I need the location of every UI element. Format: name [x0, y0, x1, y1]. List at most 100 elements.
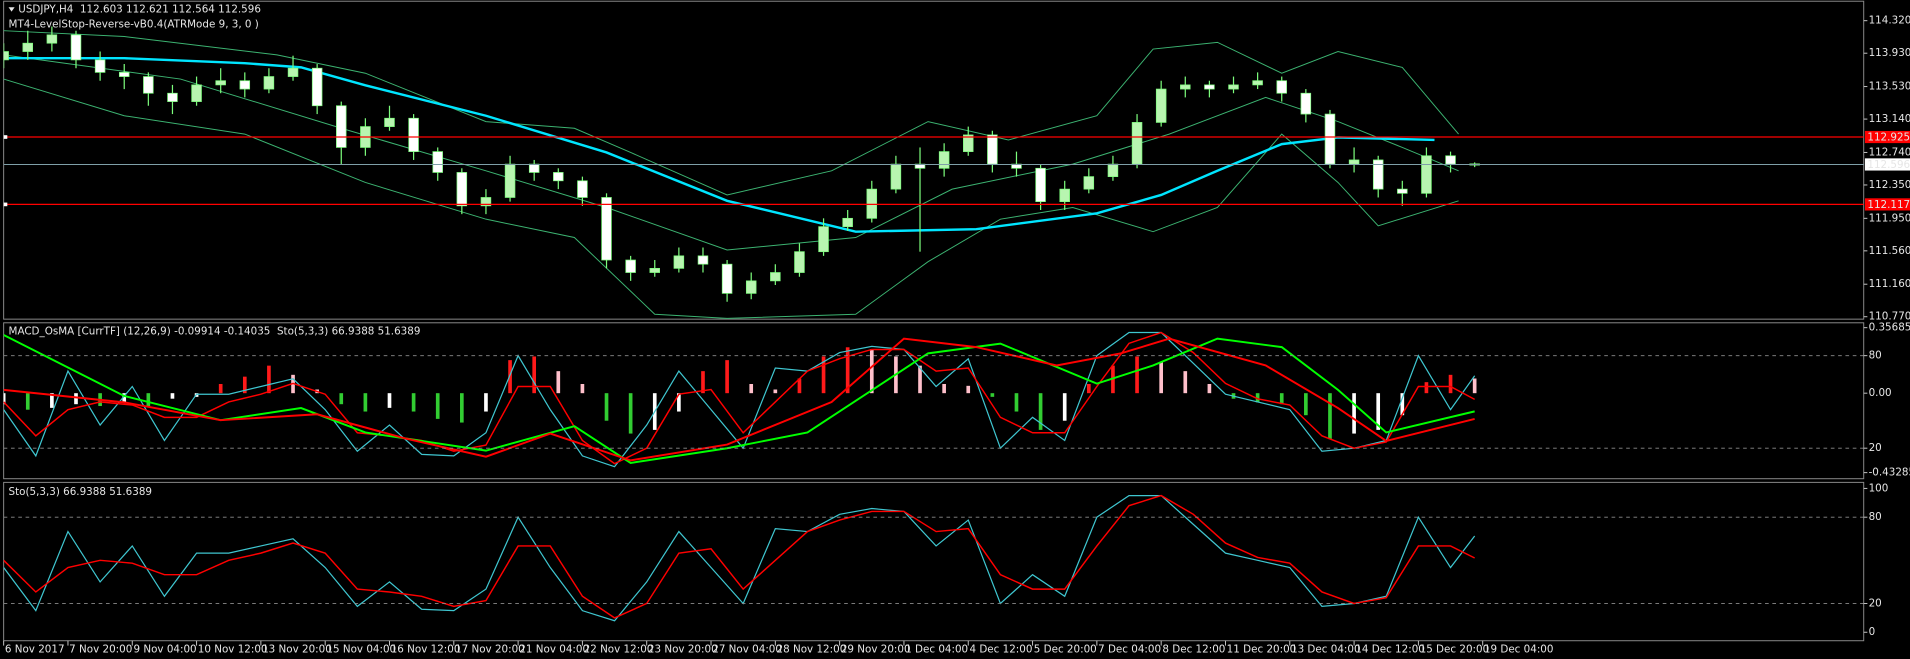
- histogram-bar: [267, 365, 271, 394]
- y2-tick-label: 20: [1869, 442, 1882, 454]
- histogram-bar: [1376, 393, 1381, 430]
- current-price-label: 112.596: [1867, 159, 1910, 171]
- histogram-bar: [1062, 393, 1067, 421]
- candle-body: [1445, 155, 1456, 165]
- candle-body: [842, 217, 853, 228]
- stochastic-pane-frame: [3, 481, 1865, 642]
- y-tick-label: 111.560: [1869, 245, 1910, 257]
- candle-body: [504, 163, 516, 198]
- candle-body: [770, 272, 781, 282]
- histogram-bar: [387, 393, 392, 408]
- symbol-title: USDJPY,H4 112.603 112.621 112.564 112.59…: [18, 4, 261, 16]
- candle-body: [625, 259, 636, 273]
- histogram-bar: [50, 393, 54, 408]
- candle-body: [866, 188, 878, 219]
- histogram-bar: [460, 393, 464, 423]
- y-tick-label: 112.350: [1869, 179, 1910, 191]
- histogram-bar: [1183, 371, 1188, 394]
- x-tick-label: 13 Nov 20:00: [262, 643, 332, 655]
- symbol-menu-icon[interactable]: [8, 7, 15, 12]
- candle-body: [336, 105, 347, 148]
- histogram-bar: [484, 393, 488, 412]
- candle-body: [577, 180, 588, 198]
- candle-body: [287, 67, 299, 77]
- candle-body: [22, 42, 34, 52]
- y-tick-label: 114.320: [1869, 15, 1910, 27]
- candle-body: [673, 255, 685, 269]
- macd-line: [3, 337, 1475, 462]
- histogram-bar: [218, 384, 223, 394]
- stochastic-overlay-line: [3, 331, 1476, 465]
- y-tick-label: 80: [1869, 511, 1882, 523]
- histogram-bar: [749, 384, 754, 394]
- x-tick-label: 27 Nov 04:00: [712, 643, 782, 655]
- pane-plot: [3, 331, 1477, 468]
- histogram-bar: [1448, 374, 1453, 394]
- y-tick-label: -0.43285: [1869, 467, 1910, 479]
- y-tick-label: 111.950: [1869, 212, 1910, 224]
- candle-body: [1204, 84, 1215, 90]
- y-tick-label: 112.740: [1869, 146, 1910, 158]
- candle-body: [528, 163, 540, 173]
- histogram-bar: [1424, 382, 1429, 394]
- candle-body: [432, 151, 443, 173]
- candle-body: [963, 134, 974, 152]
- histogram-bar: [363, 393, 368, 412]
- histogram-bar: [797, 378, 802, 394]
- candle-body: [1421, 155, 1432, 194]
- histogram-bar: [628, 393, 633, 434]
- level-label: 112.117: [1867, 199, 1910, 211]
- candle-body: [239, 80, 251, 90]
- x-tick-label: 5 Dec 20:00: [1034, 643, 1097, 655]
- y-tick-label: 20: [1869, 597, 1882, 609]
- stochastic-title: Sto(5,3,3) 66.9388 51.6389: [9, 486, 152, 498]
- stochastic-line: [3, 494, 1475, 619]
- histogram-bar: [1328, 393, 1332, 440]
- x-tick-label: 19 Dec 04:00: [1484, 643, 1554, 655]
- y-tick-label: 0.35685: [1869, 322, 1910, 334]
- x-tick-label: 11 Dec 20:00: [1227, 643, 1297, 655]
- x-tick-label: 17 Nov 20:00: [455, 643, 525, 655]
- candle-body: [1107, 163, 1119, 177]
- main-pane-frame: [3, 0, 1865, 320]
- x-tick-label: 10 Nov 12:00: [198, 643, 268, 655]
- histogram-bar: [580, 384, 585, 394]
- x-tick-label: 15 Dec 20:00: [1420, 643, 1490, 655]
- candle-body: [1180, 84, 1191, 90]
- candle-body: [215, 80, 226, 86]
- candle-body: [1059, 188, 1070, 203]
- candle-body: [1324, 113, 1336, 165]
- histogram-bar: [942, 384, 946, 394]
- histogram-bar: [677, 393, 681, 412]
- histogram-bar: [1014, 393, 1019, 412]
- plot-layers: [3, 26, 1864, 622]
- candle-body: [721, 263, 733, 294]
- candle-body: [456, 172, 468, 207]
- candle-body: [384, 117, 395, 127]
- candle-body: [94, 59, 106, 73]
- histogram-bar: [339, 393, 344, 405]
- x-tick-label: 23 Nov 20:00: [648, 643, 718, 655]
- candle-body: [311, 67, 323, 107]
- histogram-bar: [990, 393, 995, 397]
- x-tick-label: 8 Dec 12:00: [1162, 643, 1225, 655]
- candle-body: [745, 280, 757, 294]
- current-price-box: [1864, 158, 1910, 171]
- candle-body: [1155, 88, 1167, 123]
- x-tick-label: 22 Nov 12:00: [584, 643, 654, 655]
- candle-body: [818, 226, 829, 253]
- x-tick-label: 14 Dec 12:00: [1355, 643, 1425, 655]
- candle-body: [480, 197, 492, 207]
- x-tick-label: 4 Dec 12:00: [969, 643, 1032, 655]
- candle-body: [1276, 80, 1287, 94]
- histogram-bar: [773, 389, 778, 394]
- histogram-bar: [869, 349, 874, 394]
- histogram-bar: [25, 393, 30, 410]
- candle-body: [70, 34, 82, 61]
- level-label: 112.925: [1867, 132, 1910, 144]
- candle-body: [987, 134, 998, 165]
- candle-body: [697, 255, 709, 265]
- histogram-bar: [1207, 384, 1212, 394]
